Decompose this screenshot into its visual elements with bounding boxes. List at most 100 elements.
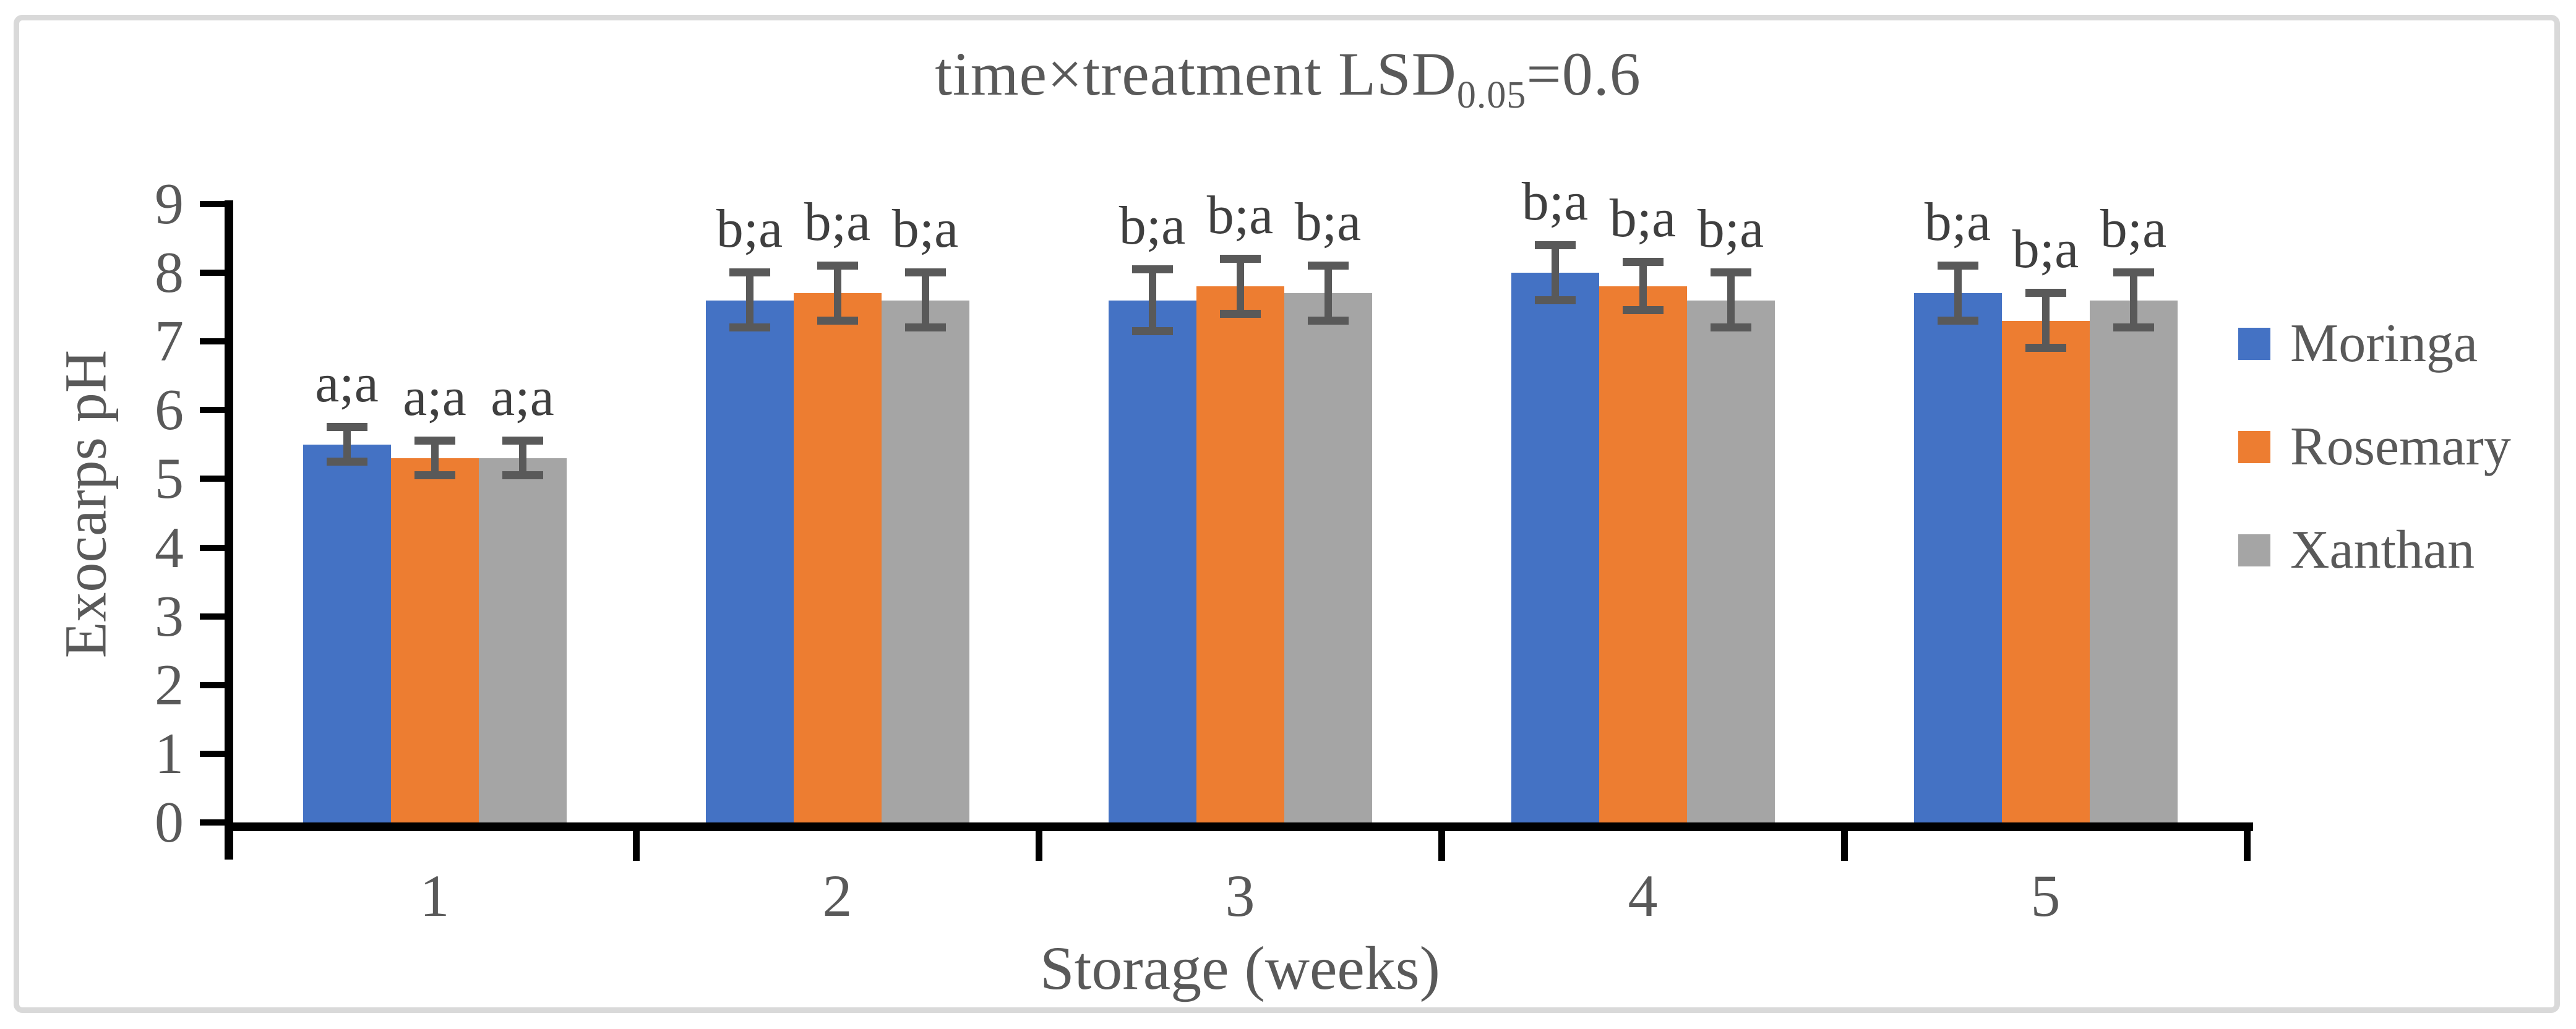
bar-moringa-week2 xyxy=(705,300,794,822)
error-bar xyxy=(1324,266,1332,321)
bar-xanthan-week2 xyxy=(881,300,969,822)
y-tick xyxy=(200,681,225,688)
x-tick xyxy=(1438,831,1445,861)
bar-xanthan-week4 xyxy=(1686,300,1775,822)
error-bar-cap xyxy=(1307,316,1349,325)
chart-title-subscript: 0.05 xyxy=(1456,74,1527,116)
y-tick-label: 3 xyxy=(155,584,184,649)
error-bar xyxy=(2041,293,2050,349)
error-bar-cap xyxy=(1534,241,1576,249)
significance-label: a;a xyxy=(403,367,466,428)
legend-swatch-moringa-icon xyxy=(2238,327,2270,360)
significance-label: a;a xyxy=(491,367,554,428)
y-tick xyxy=(200,201,225,207)
y-tick-label: 7 xyxy=(155,309,184,374)
error-bar-cap xyxy=(729,268,770,277)
x-category-label: 5 xyxy=(2030,862,2061,929)
y-tick-label: 0 xyxy=(155,790,184,855)
error-bar-cap xyxy=(1219,309,1261,318)
y-axis-line xyxy=(225,200,233,860)
y-tick xyxy=(200,338,225,345)
x-category-label: 4 xyxy=(1628,862,1658,929)
y-tick xyxy=(200,819,225,826)
error-bar xyxy=(1236,258,1244,314)
x-category-label: 2 xyxy=(822,862,852,929)
error-bar-cap xyxy=(326,457,367,466)
error-bar-cap xyxy=(1622,258,1664,267)
error-bar-cap xyxy=(414,471,455,479)
error-bar xyxy=(343,427,351,462)
significance-label: b;a xyxy=(891,199,959,260)
significance-label: b;a xyxy=(1118,195,1186,256)
error-bar xyxy=(833,266,841,321)
bar-rosemary-week5 xyxy=(2001,320,2090,822)
significance-label: b;a xyxy=(2012,220,2079,280)
error-bar-cap xyxy=(904,323,946,331)
legend-item-xanthan: Xanthan xyxy=(2238,519,2511,581)
error-bar-cap xyxy=(1534,296,1576,304)
bar-xanthan-week1 xyxy=(478,458,567,822)
error-bar xyxy=(745,273,753,328)
x-tick xyxy=(633,831,640,861)
error-bar-cap xyxy=(2025,289,2066,297)
legend-item-rosemary: Rosemary xyxy=(2238,416,2511,478)
significance-label: b;a xyxy=(716,199,783,260)
bar-rosemary-week1 xyxy=(390,458,479,822)
error-bar-cap xyxy=(1307,262,1349,270)
legend-item-moringa: Moringa xyxy=(2238,312,2511,375)
y-tick-label: 4 xyxy=(155,515,184,580)
significance-label: b;a xyxy=(1521,171,1589,232)
bar-xanthan-week5 xyxy=(2089,300,2178,822)
significance-label: b;a xyxy=(2100,199,2167,260)
error-bar-cap xyxy=(1710,323,1751,331)
significance-label: a;a xyxy=(315,354,379,414)
significance-label: b;a xyxy=(1206,185,1274,246)
x-axis-line xyxy=(225,822,2253,831)
error-bar xyxy=(2129,273,2137,328)
x-category-label: 1 xyxy=(419,862,450,929)
significance-label: b;a xyxy=(804,192,871,252)
y-tick xyxy=(200,476,225,482)
bar-moringa-week4 xyxy=(1511,273,1599,822)
x-tick xyxy=(2244,831,2251,861)
error-bar-cap xyxy=(729,323,770,331)
legend-label: Xanthan xyxy=(2290,520,2475,580)
legend-swatch-xanthan-icon xyxy=(2238,534,2270,566)
error-bar-cap xyxy=(904,268,946,277)
y-tick-label: 6 xyxy=(155,378,184,443)
error-bar-cap xyxy=(502,437,543,445)
bar-moringa-week5 xyxy=(1913,293,2002,822)
error-bar xyxy=(1551,245,1559,301)
y-tick-label: 5 xyxy=(155,446,184,511)
significance-label: b;a xyxy=(1294,192,1362,252)
y-tick-label: 9 xyxy=(155,172,184,236)
legend-swatch-rosemary-icon xyxy=(2238,430,2270,463)
error-bar xyxy=(921,273,929,328)
error-bar-cap xyxy=(1622,306,1664,315)
x-category-label: 3 xyxy=(1225,862,1255,929)
y-tick xyxy=(200,270,225,276)
error-bar-cap xyxy=(1131,265,1173,273)
error-bar-cap xyxy=(2113,268,2154,277)
significance-label: b;a xyxy=(1924,192,1991,252)
chart-title-suffix: =0.6 xyxy=(1526,40,1641,108)
y-tick xyxy=(200,613,225,620)
x-tick xyxy=(1036,831,1042,861)
bar-rosemary-week3 xyxy=(1196,286,1284,822)
y-tick-label: 2 xyxy=(155,652,184,717)
bar-xanthan-week3 xyxy=(1284,293,1372,822)
error-bar xyxy=(1954,266,1962,321)
significance-label: b;a xyxy=(1697,199,1764,260)
x-tick xyxy=(1841,831,1848,861)
bar-rosemary-week2 xyxy=(793,293,882,822)
y-tick-label: 8 xyxy=(155,241,184,305)
legend: Moringa Rosemary Xanthan xyxy=(2238,312,2511,622)
chart-title: time×treatment LSD0.05=0.6 xyxy=(0,38,2576,114)
error-bar-cap xyxy=(2025,344,2066,352)
error-bar-cap xyxy=(326,423,367,432)
legend-label: Rosemary xyxy=(2290,417,2511,477)
error-bar xyxy=(1148,269,1156,331)
y-tick xyxy=(200,407,225,414)
